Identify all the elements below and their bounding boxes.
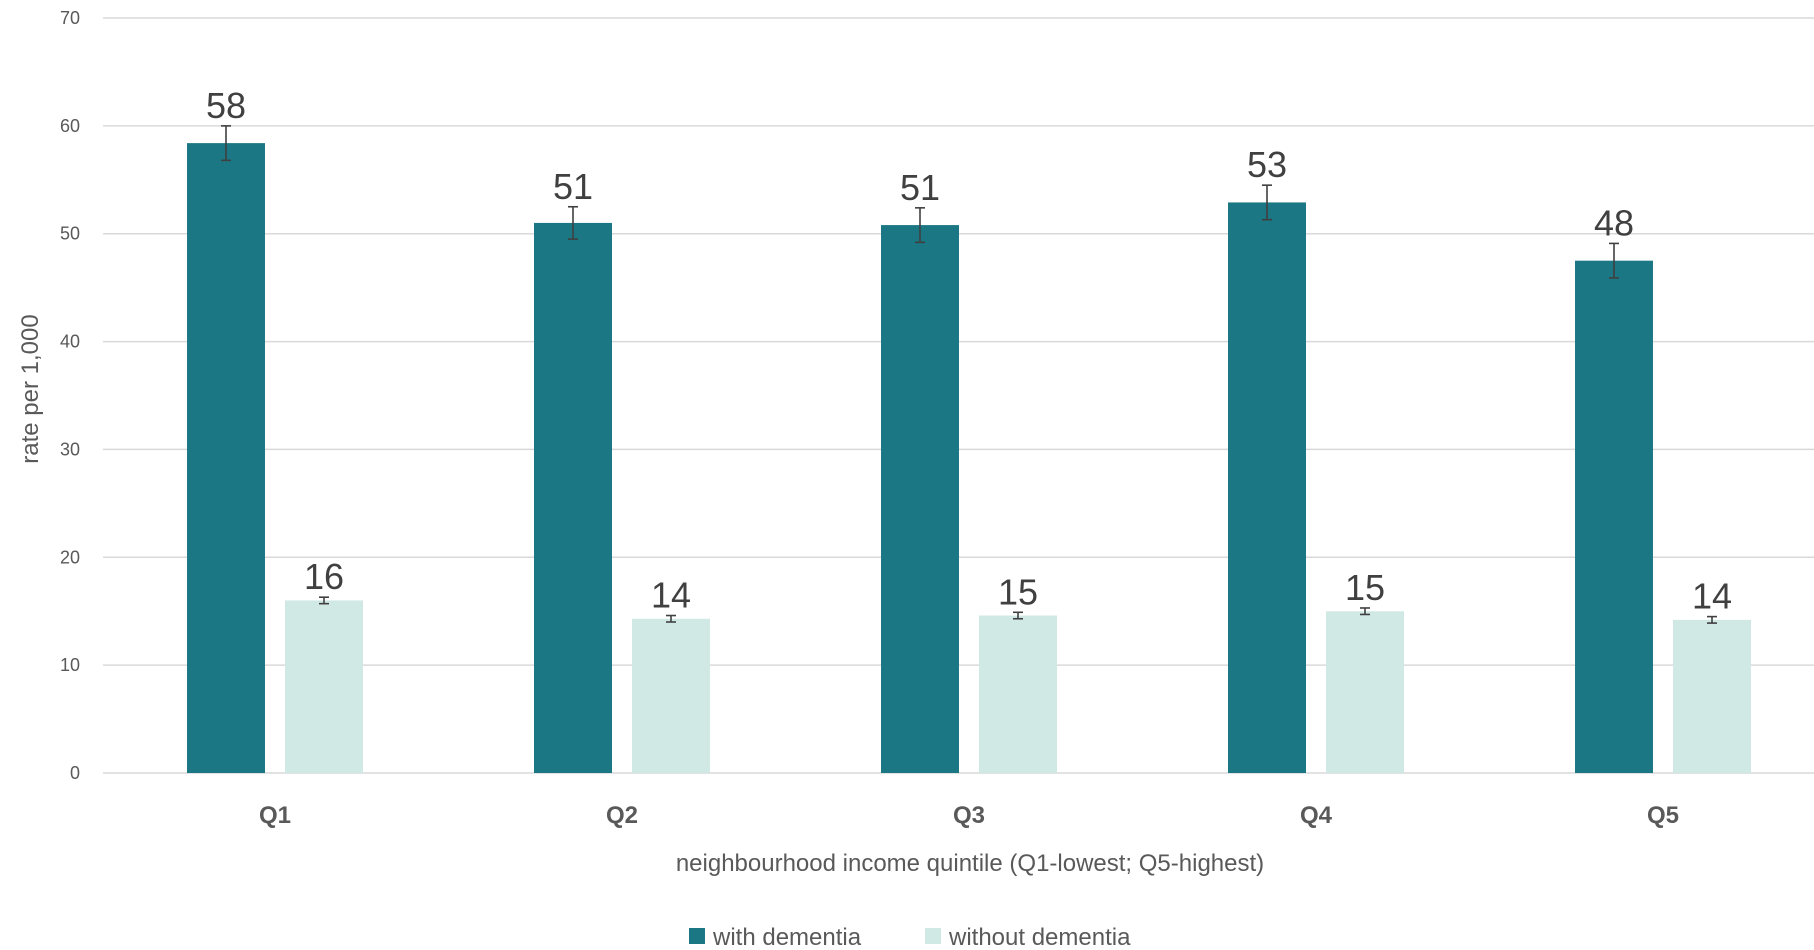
y-tick-label: 40 xyxy=(60,332,80,352)
y-tick-label: 20 xyxy=(60,547,80,567)
category-label-q4: Q4 xyxy=(1300,802,1333,829)
category-label-q5: Q5 xyxy=(1647,802,1679,829)
bar-with-dementia-q4 xyxy=(1228,202,1306,773)
data-label: 15 xyxy=(1345,567,1385,608)
bar-with-dementia-q5 xyxy=(1575,260,1653,773)
error-bars xyxy=(221,125,1717,624)
data-label: 48 xyxy=(1594,202,1634,243)
data-label: 51 xyxy=(900,167,940,208)
data-label: 58 xyxy=(206,85,246,126)
data-label: 14 xyxy=(651,575,691,616)
bar-with-dementia-q3 xyxy=(881,225,959,774)
y-tick-label: 30 xyxy=(60,439,80,459)
legend-swatch-without-dementia xyxy=(925,928,941,944)
data-label: 51 xyxy=(553,166,593,207)
legend-swatch-with-dementia xyxy=(689,928,705,944)
data-label: 53 xyxy=(1247,144,1287,185)
x-axis-categories: Q1 Q2 Q3 Q4 Q5 xyxy=(259,802,1679,829)
category-label-q2: Q2 xyxy=(606,802,638,829)
legend-label-with-dementia: with dementia xyxy=(712,924,862,950)
y-axis-ticks: 0 10 20 30 40 50 60 70 xyxy=(60,8,80,783)
y-tick-label: 70 xyxy=(60,8,80,28)
bar-without-dementia-q3 xyxy=(979,615,1057,773)
bar-with-dementia-q1 xyxy=(187,143,265,774)
category-label-q1: Q1 xyxy=(259,802,291,829)
data-label: 16 xyxy=(304,556,344,597)
bar-with-dementia-q2 xyxy=(534,222,612,773)
y-tick-label: 0 xyxy=(70,763,80,783)
y-tick-label: 50 xyxy=(60,224,80,244)
bar-without-dementia-q4 xyxy=(1326,611,1404,773)
y-axis-title: rate per 1,000 xyxy=(17,314,44,463)
data-labels: 58 16 51 14 51 15 53 15 48 14 xyxy=(206,85,1732,617)
x-axis-title: neighbourhood income quintile (Q1-lowest… xyxy=(676,850,1264,877)
bars xyxy=(187,143,1751,774)
y-tick-label: 60 xyxy=(60,116,80,136)
data-label: 14 xyxy=(1692,576,1732,617)
legend: with dementia without dementia xyxy=(689,924,1131,950)
data-label: 15 xyxy=(998,571,1038,612)
bar-without-dementia-q1 xyxy=(285,600,363,773)
bar-without-dementia-q2 xyxy=(632,618,710,773)
y-tick-label: 10 xyxy=(60,655,80,675)
category-label-q3: Q3 xyxy=(953,802,985,829)
bar-without-dementia-q5 xyxy=(1673,619,1751,773)
legend-label-without-dementia: without dementia xyxy=(948,924,1131,950)
